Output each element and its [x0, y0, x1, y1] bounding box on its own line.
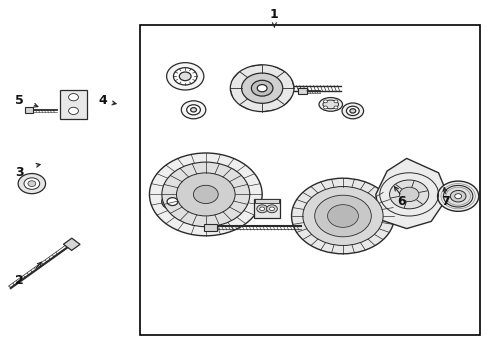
Circle shape: [251, 80, 273, 96]
FancyBboxPatch shape: [60, 90, 87, 119]
Circle shape: [270, 207, 274, 211]
Circle shape: [334, 100, 338, 103]
Text: 2: 2: [15, 274, 24, 287]
Circle shape: [323, 106, 327, 109]
Circle shape: [292, 178, 394, 254]
Circle shape: [167, 63, 204, 90]
FancyBboxPatch shape: [298, 88, 307, 94]
Circle shape: [257, 205, 268, 213]
Circle shape: [242, 73, 283, 103]
Circle shape: [267, 205, 277, 213]
Circle shape: [69, 94, 78, 101]
Text: 4: 4: [98, 94, 107, 107]
Circle shape: [24, 178, 40, 189]
Text: 3: 3: [15, 166, 24, 179]
Circle shape: [327, 204, 358, 228]
FancyBboxPatch shape: [255, 199, 279, 203]
Circle shape: [315, 195, 371, 237]
FancyBboxPatch shape: [254, 199, 280, 218]
FancyBboxPatch shape: [25, 107, 33, 113]
Polygon shape: [376, 158, 446, 229]
Circle shape: [176, 173, 235, 216]
Circle shape: [167, 198, 178, 206]
Circle shape: [149, 153, 262, 236]
Circle shape: [162, 194, 183, 210]
Circle shape: [350, 109, 356, 113]
Circle shape: [390, 180, 429, 209]
Circle shape: [303, 186, 383, 246]
Circle shape: [399, 187, 419, 202]
Circle shape: [230, 65, 294, 112]
Circle shape: [260, 207, 265, 211]
Circle shape: [323, 100, 327, 103]
FancyBboxPatch shape: [204, 224, 217, 231]
Circle shape: [334, 106, 338, 109]
Circle shape: [438, 181, 479, 211]
Text: 6: 6: [397, 195, 406, 208]
Circle shape: [173, 68, 197, 85]
Polygon shape: [63, 238, 80, 251]
Circle shape: [181, 101, 206, 119]
Circle shape: [162, 162, 250, 227]
Circle shape: [450, 190, 466, 202]
Circle shape: [443, 185, 473, 207]
Ellipse shape: [323, 100, 339, 109]
Text: 7: 7: [441, 195, 450, 208]
Circle shape: [69, 107, 78, 114]
Circle shape: [179, 72, 191, 81]
Ellipse shape: [319, 98, 343, 111]
Circle shape: [18, 174, 46, 194]
FancyBboxPatch shape: [140, 25, 480, 335]
Circle shape: [187, 105, 200, 115]
Text: 1: 1: [270, 8, 279, 21]
Circle shape: [194, 185, 218, 203]
Circle shape: [257, 85, 267, 92]
Text: 5: 5: [15, 94, 24, 107]
Circle shape: [191, 108, 196, 112]
Circle shape: [455, 194, 462, 199]
Circle shape: [346, 106, 359, 116]
Circle shape: [28, 181, 36, 186]
Circle shape: [342, 103, 364, 119]
